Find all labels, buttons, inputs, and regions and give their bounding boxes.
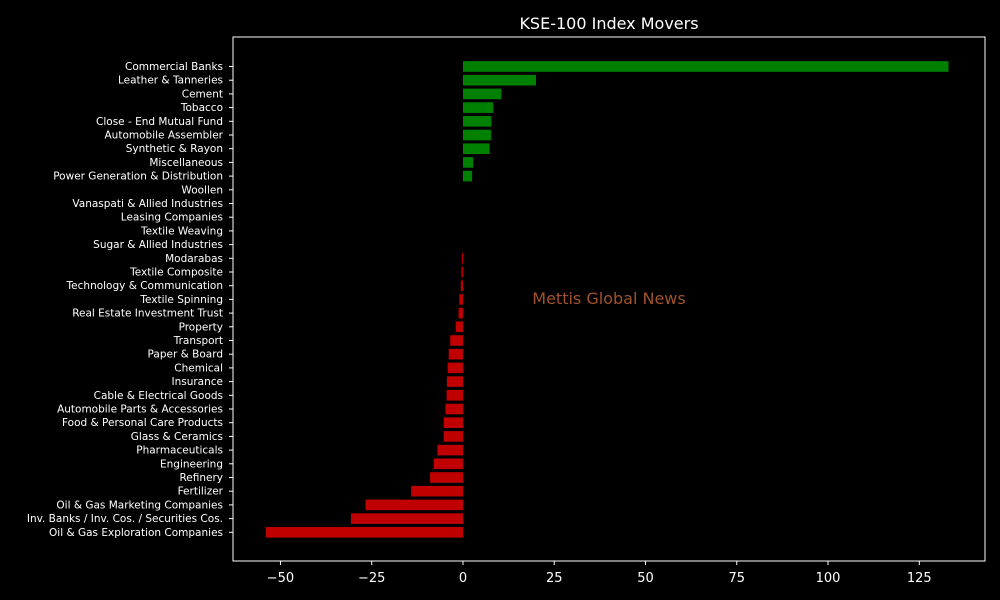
category-label: Commercial Banks — [125, 61, 223, 73]
bar — [350, 513, 463, 524]
bar — [462, 74, 536, 86]
watermark-text: Mettis Global News — [532, 289, 685, 308]
category-label: Cement — [182, 88, 223, 100]
category-label: Inv. Banks / Inv. Cos. / Securities Cos. — [27, 513, 223, 525]
bar — [461, 253, 463, 264]
category-label: Pharmaceuticals — [136, 445, 223, 457]
x-tick-label: 75 — [728, 571, 745, 586]
bar — [460, 280, 463, 291]
category-label: Oil & Gas Exploration Companies — [49, 527, 223, 539]
category-label: Textile Spinning — [139, 294, 223, 306]
bar — [450, 335, 463, 346]
bar — [448, 348, 463, 360]
bar — [458, 307, 463, 319]
bar — [459, 294, 463, 305]
category-label: Leather & Tanneries — [118, 75, 223, 87]
bar — [462, 170, 473, 182]
bar — [462, 143, 490, 154]
bar — [365, 499, 463, 511]
x-tick-label: 0 — [459, 571, 467, 586]
category-labels-group: Commercial Banks Leather & TanneriesCemen… — [27, 61, 233, 539]
category-label: Transport — [173, 335, 223, 347]
category-label: Glass & Ceramics — [131, 431, 223, 443]
bar — [265, 527, 463, 538]
x-axis-ticks-group: −50 −25 0 25 50 75 100 125 — [267, 561, 932, 586]
category-label: Vanaspati & Allied Industries — [72, 198, 223, 210]
bar — [446, 376, 463, 387]
category-label: Miscellaneous — [149, 157, 223, 169]
bar — [447, 362, 463, 374]
bar — [462, 157, 474, 168]
x-tick-label: 25 — [546, 571, 563, 586]
x-tick-label: 100 — [816, 571, 841, 586]
category-label: Oil & Gas Marketing Companies — [56, 499, 223, 511]
bar — [445, 403, 463, 415]
category-label: Real Estate Investment Trust — [72, 308, 223, 320]
bar — [461, 266, 463, 278]
x-tick-label: −50 — [267, 571, 294, 586]
bar — [433, 458, 463, 470]
bars-group — [265, 61, 949, 538]
bar — [462, 102, 494, 113]
category-label: Property — [179, 321, 223, 333]
category-label: Automobile Parts & Accessories — [57, 404, 223, 416]
category-label: Cable & Electrical Goods — [94, 390, 223, 402]
category-label: Woollen — [181, 184, 223, 196]
bar — [462, 116, 492, 127]
category-label: Fertilizer — [178, 486, 224, 498]
bar — [437, 444, 463, 456]
bar — [462, 129, 492, 141]
x-tick-label: 125 — [907, 571, 932, 586]
category-label: Sugar & Allied Industries — [93, 239, 223, 251]
category-label: Synthetic & Rayon — [126, 143, 223, 155]
chart-title: KSE-100 Index Movers — [519, 14, 698, 33]
category-label: Technology & Communication — [66, 280, 223, 292]
category-label: Tobacco — [180, 102, 223, 114]
category-label: Chemical — [174, 362, 223, 374]
category-label: Textile Composite — [129, 267, 223, 279]
category-label: Automobile Assembler — [105, 130, 224, 142]
bar — [462, 88, 502, 100]
category-label: Paper & Board — [148, 349, 223, 361]
bar — [411, 485, 463, 497]
category-label: Insurance — [171, 376, 223, 388]
category-label: Leasing Companies — [121, 212, 223, 224]
category-label: Food & Personal Care Products — [62, 417, 223, 429]
category-label: Power Generation & Distribution — [53, 171, 223, 183]
x-tick-label: −25 — [358, 571, 385, 586]
category-label: Textile Weaving — [140, 225, 223, 237]
x-tick-label: 50 — [637, 571, 654, 586]
bar — [446, 390, 463, 401]
category-label: Close - End Mutual Fund — [96, 116, 223, 128]
bar — [462, 61, 949, 72]
category-label: Refinery — [179, 472, 223, 484]
bar — [443, 417, 463, 428]
bar — [430, 472, 463, 483]
category-label: Modarabas — [165, 253, 223, 265]
category-label: Engineering — [160, 458, 223, 470]
bar — [443, 431, 463, 442]
bar — [455, 321, 463, 333]
